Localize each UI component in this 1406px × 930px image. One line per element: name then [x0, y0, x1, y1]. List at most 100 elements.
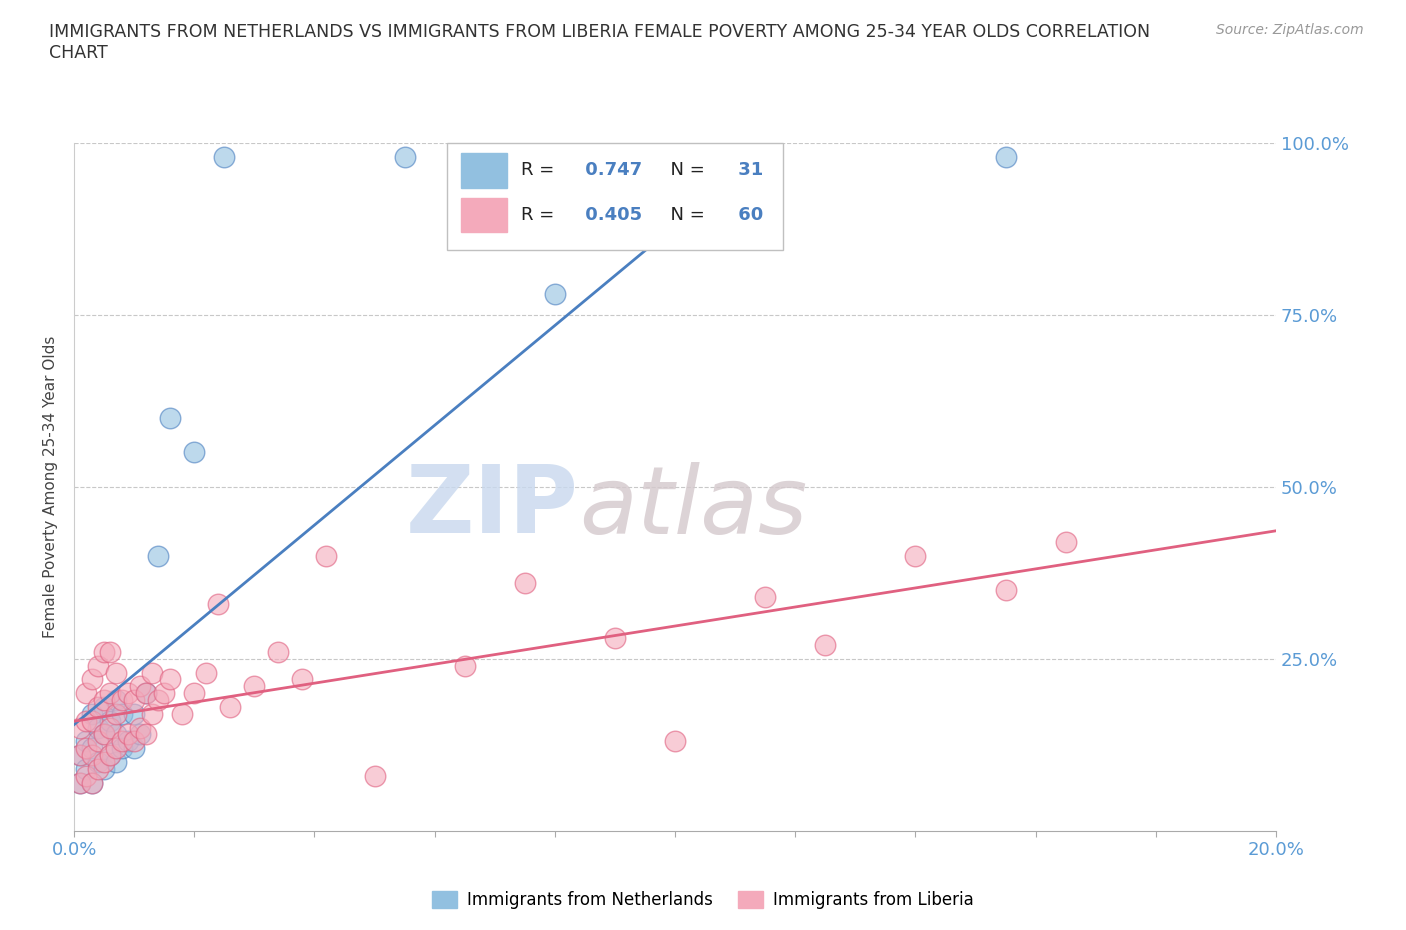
- Point: [129, 679, 152, 694]
- FancyBboxPatch shape: [461, 153, 506, 188]
- Point: [159, 411, 181, 426]
- Point: [82, 741, 104, 756]
- Point: [291, 672, 314, 687]
- Text: Source: ZipAtlas.com: Source: ZipAtlas.com: [1216, 23, 1364, 37]
- Text: 31: 31: [731, 162, 763, 179]
- Point: [153, 685, 176, 700]
- Point: [105, 693, 128, 708]
- Point: [87, 754, 110, 769]
- Point: [904, 548, 927, 563]
- Point: [93, 727, 115, 742]
- Point: [98, 644, 121, 659]
- Point: [129, 727, 152, 742]
- Point: [98, 748, 121, 763]
- Point: [183, 445, 205, 460]
- Point: [664, 734, 686, 749]
- Point: [105, 665, 128, 680]
- Text: 0.405: 0.405: [579, 206, 643, 224]
- Point: [111, 741, 134, 756]
- Point: [98, 713, 121, 728]
- Point: [93, 762, 115, 777]
- Point: [75, 768, 97, 783]
- Point: [513, 576, 536, 591]
- Point: [69, 776, 91, 790]
- Point: [117, 685, 139, 700]
- Point: [754, 590, 776, 604]
- Point: [82, 748, 104, 763]
- Point: [87, 699, 110, 714]
- Point: [87, 762, 110, 777]
- FancyBboxPatch shape: [461, 198, 506, 232]
- Point: [105, 741, 128, 756]
- Point: [87, 658, 110, 673]
- Point: [219, 699, 242, 714]
- Y-axis label: Female Poverty Among 25-34 Year Olds: Female Poverty Among 25-34 Year Olds: [44, 336, 58, 638]
- FancyBboxPatch shape: [447, 143, 783, 249]
- Point: [394, 149, 416, 164]
- Point: [183, 685, 205, 700]
- Text: R =: R =: [522, 162, 560, 179]
- Point: [105, 727, 128, 742]
- Point: [82, 776, 104, 790]
- Point: [105, 707, 128, 722]
- Point: [105, 754, 128, 769]
- Point: [75, 741, 97, 756]
- Point: [69, 748, 91, 763]
- Point: [135, 685, 157, 700]
- Point: [82, 776, 104, 790]
- Point: [93, 754, 115, 769]
- Point: [135, 685, 157, 700]
- Point: [117, 734, 139, 749]
- Point: [122, 734, 145, 749]
- Point: [75, 685, 97, 700]
- Point: [135, 727, 157, 742]
- Text: N =: N =: [659, 206, 706, 224]
- Point: [214, 149, 236, 164]
- Point: [148, 548, 170, 563]
- Point: [111, 734, 134, 749]
- Point: [69, 748, 91, 763]
- Point: [87, 720, 110, 735]
- Point: [195, 665, 218, 680]
- Point: [98, 720, 121, 735]
- Point: [82, 713, 104, 728]
- Point: [172, 707, 194, 722]
- Point: [148, 693, 170, 708]
- Point: [75, 734, 97, 749]
- Point: [994, 582, 1017, 597]
- Point: [75, 713, 97, 728]
- Point: [267, 644, 290, 659]
- Text: IMMIGRANTS FROM NETHERLANDS VS IMMIGRANTS FROM LIBERIA FEMALE POVERTY AMONG 25-3: IMMIGRANTS FROM NETHERLANDS VS IMMIGRANT…: [49, 23, 1150, 62]
- Point: [93, 727, 115, 742]
- Point: [98, 748, 121, 763]
- Point: [122, 693, 145, 708]
- Text: 0.747: 0.747: [579, 162, 643, 179]
- Legend: Immigrants from Netherlands, Immigrants from Liberia: Immigrants from Netherlands, Immigrants …: [423, 883, 983, 917]
- Point: [207, 596, 229, 611]
- Point: [603, 631, 626, 645]
- Point: [315, 548, 337, 563]
- Point: [141, 707, 163, 722]
- Point: [111, 707, 134, 722]
- Point: [82, 707, 104, 722]
- Point: [1054, 535, 1077, 550]
- Text: atlas: atlas: [579, 462, 807, 553]
- Point: [93, 699, 115, 714]
- Point: [129, 720, 152, 735]
- Point: [122, 741, 145, 756]
- Point: [87, 734, 110, 749]
- Point: [141, 665, 163, 680]
- Point: [111, 693, 134, 708]
- Point: [243, 679, 266, 694]
- Point: [82, 672, 104, 687]
- Point: [98, 685, 121, 700]
- Point: [994, 149, 1017, 164]
- Point: [363, 768, 385, 783]
- Point: [814, 638, 837, 653]
- Point: [454, 658, 477, 673]
- Point: [117, 727, 139, 742]
- Text: 60: 60: [731, 206, 763, 224]
- Text: R =: R =: [522, 206, 560, 224]
- Text: ZIP: ZIP: [406, 461, 579, 553]
- Text: N =: N =: [659, 162, 706, 179]
